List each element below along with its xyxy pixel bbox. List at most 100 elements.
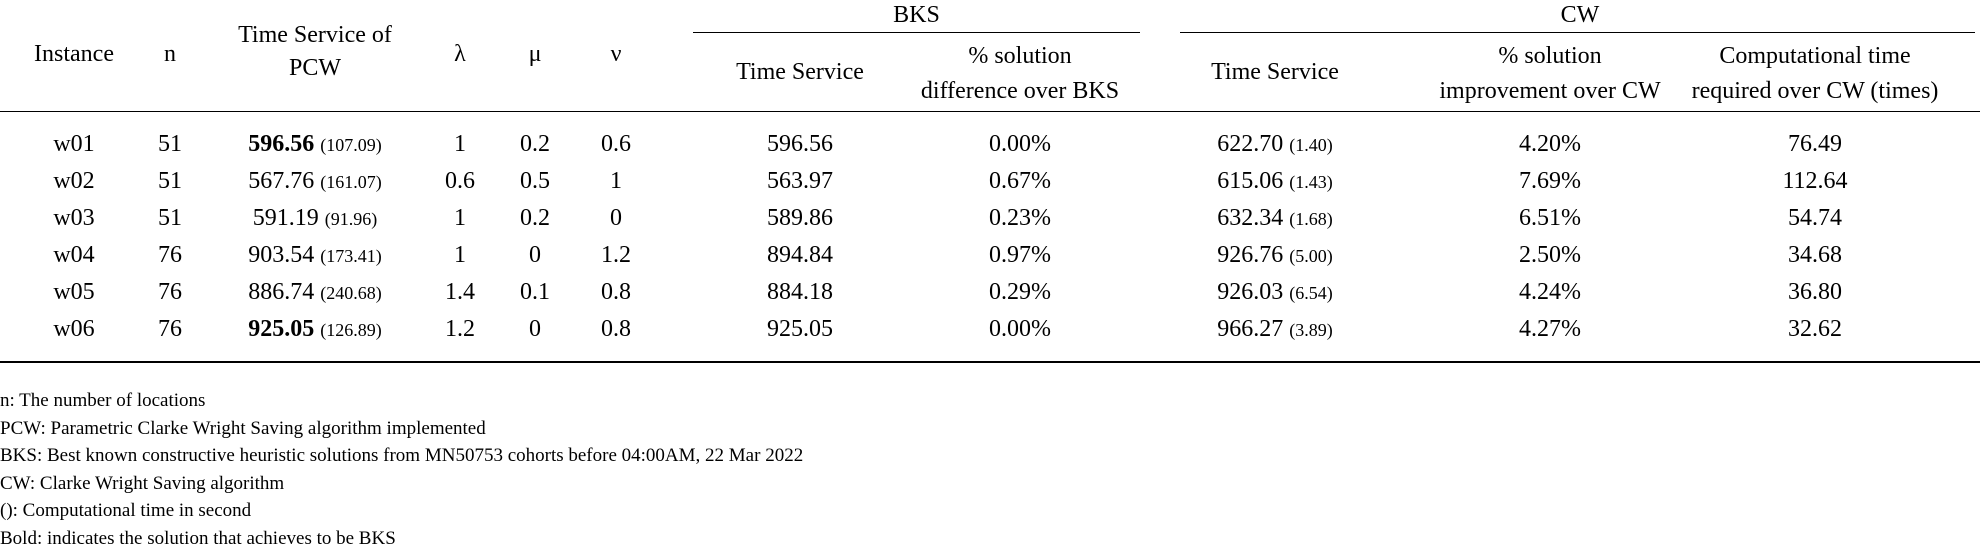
cell-value: 589.86 bbox=[767, 205, 833, 231]
header-nu: ν bbox=[610, 41, 622, 67]
cell-value: 1.2 bbox=[445, 316, 475, 342]
cell-value: 632.34 bbox=[1217, 205, 1284, 231]
cell-comp: 32.62 bbox=[1665, 314, 1965, 344]
cell-value: 4.24% bbox=[1519, 279, 1581, 305]
cell-value: 0.29% bbox=[989, 279, 1051, 305]
cell-value: 2.50% bbox=[1519, 242, 1581, 268]
cell-bks: 589.86 bbox=[700, 203, 900, 233]
cell-value: w06 bbox=[53, 316, 95, 342]
cell-lambda: 1 bbox=[440, 129, 480, 159]
cell-bks-diff: 0.29% bbox=[900, 277, 1140, 307]
cell-value: 76 bbox=[158, 279, 182, 305]
cell-comp: 34.68 bbox=[1665, 240, 1965, 270]
cell-value: 0.6 bbox=[445, 168, 475, 194]
cell-value: 0.00% bbox=[989, 316, 1051, 342]
cell-cw: 926.03 (6.54) bbox=[1180, 277, 1370, 308]
cell-computational-time: (1.68) bbox=[1289, 209, 1333, 229]
note-line: n: The number of locations bbox=[0, 390, 206, 411]
cell-value: 54.74 bbox=[1788, 205, 1842, 231]
note-line: Bold: indicates the solution that achiev… bbox=[0, 527, 396, 549]
cell-cw: 622.70 (1.40) bbox=[1180, 129, 1370, 160]
cell-value: 1 bbox=[454, 205, 466, 231]
cell-value: w01 bbox=[53, 131, 95, 157]
cell-bks: 894.84 bbox=[700, 240, 900, 270]
cell-computational-time: (161.07) bbox=[320, 172, 382, 192]
header-cw-pct-line1: % solution bbox=[1498, 43, 1602, 69]
cell-n: 76 bbox=[150, 314, 190, 344]
cell-value: 0.1 bbox=[520, 279, 550, 305]
header-bks-pct-line2: difference over BKS bbox=[920, 78, 1120, 104]
cell-value: w03 bbox=[53, 205, 95, 231]
cell-cw-impr: 4.24% bbox=[1425, 277, 1675, 307]
cell-cw-impr: 6.51% bbox=[1425, 203, 1675, 233]
cell-bks: 925.05 bbox=[700, 314, 900, 344]
cell-instance: w05 bbox=[14, 277, 134, 307]
cell-pcw: 596.56 (107.09) bbox=[210, 129, 420, 160]
header-mu: μ bbox=[528, 41, 542, 67]
cell-value: 1 bbox=[610, 168, 622, 194]
cell-value: w02 bbox=[53, 168, 95, 194]
cell-computational-time: (126.89) bbox=[320, 320, 382, 340]
cell-bks-diff: 0.00% bbox=[900, 314, 1140, 344]
cell-value: 0 bbox=[529, 242, 541, 268]
cell-bks-diff: 0.97% bbox=[900, 240, 1140, 270]
cell-value: 884.18 bbox=[767, 279, 833, 305]
cell-n: 76 bbox=[150, 277, 190, 307]
cell-pcw: 591.19 (91.96) bbox=[210, 203, 420, 234]
cell-mu: 0 bbox=[515, 240, 555, 270]
cell-value: 0.6 bbox=[601, 131, 631, 157]
header-bottom-rule bbox=[0, 111, 1980, 112]
cell-value: w05 bbox=[53, 279, 95, 305]
cell-n: 51 bbox=[150, 203, 190, 233]
cell-value: 622.70 bbox=[1217, 131, 1284, 157]
cell-value: 1.4 bbox=[445, 279, 475, 305]
cell-pcw: 886.74 (240.68) bbox=[210, 277, 420, 308]
cell-instance: w02 bbox=[14, 166, 134, 196]
cell-nu: 1.2 bbox=[596, 240, 636, 270]
cell-value: 0 bbox=[610, 205, 622, 231]
header-time-service-pcw-line1: Time Service of bbox=[238, 22, 392, 48]
cell-comp: 76.49 bbox=[1665, 129, 1965, 159]
header-instance: Instance bbox=[34, 41, 114, 67]
cell-cw: 632.34 (1.68) bbox=[1180, 203, 1370, 234]
cell-value: 925.05 bbox=[248, 316, 315, 342]
cell-value: 926.03 bbox=[1217, 279, 1284, 305]
cell-mu: 0.5 bbox=[515, 166, 555, 196]
cell-value: 7.69% bbox=[1519, 168, 1581, 194]
cell-instance: w06 bbox=[14, 314, 134, 344]
header-bks-time-service: Time Service bbox=[736, 59, 864, 85]
cell-value: 886.74 bbox=[248, 279, 315, 305]
cell-value: 76.49 bbox=[1788, 131, 1842, 157]
header-group-cw: CW bbox=[1560, 2, 1600, 28]
cell-value: 0 bbox=[529, 316, 541, 342]
note-line: BKS: Best known constructive heuristic s… bbox=[0, 445, 804, 467]
cell-value: 894.84 bbox=[767, 242, 833, 268]
cell-instance: w03 bbox=[14, 203, 134, 233]
cell-value: 0.8 bbox=[601, 279, 631, 305]
cell-value: 966.27 bbox=[1217, 316, 1284, 342]
cell-value: 1.2 bbox=[601, 242, 631, 268]
header-cw-time-service: Time Service bbox=[1211, 59, 1339, 85]
header-bks-pct-line1: % solution bbox=[968, 43, 1072, 69]
cell-value: w04 bbox=[53, 242, 95, 268]
cell-value: 563.97 bbox=[767, 168, 833, 194]
cell-value: 0.2 bbox=[520, 205, 550, 231]
cell-lambda: 0.6 bbox=[440, 166, 480, 196]
cell-cw: 926.76 (5.00) bbox=[1180, 240, 1370, 271]
cell-cw-impr: 4.20% bbox=[1425, 129, 1675, 159]
cell-value: 34.68 bbox=[1788, 242, 1842, 268]
header-time-service-pcw-line2: PCW bbox=[288, 55, 341, 81]
cell-computational-time: (173.41) bbox=[320, 246, 382, 266]
cell-cw-impr: 2.50% bbox=[1425, 240, 1675, 270]
cell-n: 76 bbox=[150, 240, 190, 270]
table-bottom-rule bbox=[0, 361, 1980, 363]
cell-lambda: 1.4 bbox=[440, 277, 480, 307]
cell-computational-time: (107.09) bbox=[320, 135, 382, 155]
note-line: CW: Clarke Wright Saving algorithm bbox=[0, 472, 285, 494]
cell-value: 76 bbox=[158, 316, 182, 342]
cell-value: 6.51% bbox=[1519, 205, 1581, 231]
cell-computational-time: (91.96) bbox=[324, 209, 378, 229]
cell-n: 51 bbox=[150, 129, 190, 159]
cell-lambda: 1.2 bbox=[440, 314, 480, 344]
cell-computational-time: (1.40) bbox=[1289, 135, 1333, 155]
